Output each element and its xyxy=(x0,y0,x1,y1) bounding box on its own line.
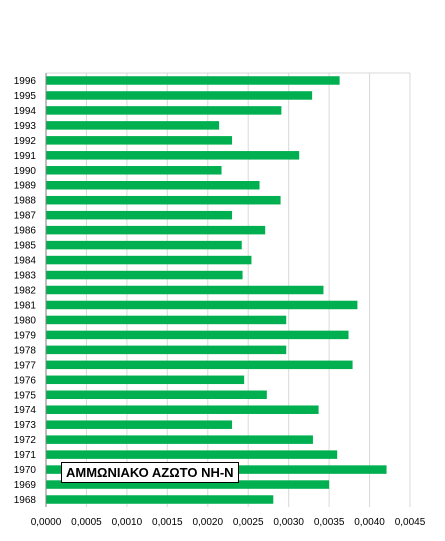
y-tick-label: 1987 xyxy=(14,211,37,222)
y-tick-label: 1969 xyxy=(14,480,37,491)
x-tick-label: 0,0015 xyxy=(152,517,183,528)
bar xyxy=(46,495,274,504)
bar xyxy=(46,420,233,429)
y-tick-label: 1982 xyxy=(14,286,37,297)
y-tick-label: 1972 xyxy=(14,435,37,446)
y-tick-label: 1991 xyxy=(14,151,37,162)
y-tick-label: 1975 xyxy=(14,390,37,401)
bar xyxy=(46,375,245,385)
y-tick-label: 1976 xyxy=(14,375,37,386)
y-tick-label: 1968 xyxy=(14,495,37,506)
legend-label: ΑΜΜΩΝΙΑΚΟ ΑΖΩΤΟ NH-N xyxy=(61,462,239,483)
y-tick-label: 1994 xyxy=(14,106,37,117)
x-tick-label: 0,0010 xyxy=(112,517,143,528)
y-tick-label: 1970 xyxy=(14,465,37,476)
bar xyxy=(46,390,267,400)
bar xyxy=(46,210,233,220)
bar xyxy=(46,76,340,85)
bar xyxy=(46,106,282,115)
bar xyxy=(46,480,330,489)
y-tick-label: 1983 xyxy=(14,271,37,282)
bar xyxy=(46,330,349,340)
bar xyxy=(46,91,313,100)
y-tick-label: 1973 xyxy=(14,420,37,431)
bar xyxy=(46,270,243,280)
y-tick-label: 1989 xyxy=(14,181,37,192)
bar xyxy=(46,166,222,175)
x-tick-label: 0,0030 xyxy=(273,517,304,528)
y-tick-label: 1971 xyxy=(14,450,37,461)
y-tick-label: 1979 xyxy=(14,330,37,341)
bar xyxy=(46,180,260,190)
x-tick-label: 0,0025 xyxy=(233,517,264,528)
bar xyxy=(46,195,281,205)
x-tick-label: 0,0000 xyxy=(31,517,62,528)
bar xyxy=(46,151,300,160)
x-tick-label: 0,0035 xyxy=(314,517,345,528)
x-tick-label: 0,0040 xyxy=(354,517,385,528)
x-tick-label: 0,0045 xyxy=(395,517,426,528)
bar xyxy=(46,300,358,310)
bar xyxy=(46,121,220,130)
y-tick-label: 1992 xyxy=(14,136,37,147)
bar xyxy=(46,360,353,370)
bar xyxy=(46,435,313,444)
x-tick-label: 0,0020 xyxy=(192,517,223,528)
y-tick-label: 1995 xyxy=(14,91,37,102)
bar xyxy=(46,345,287,355)
y-tick-label: 1996 xyxy=(14,76,37,87)
y-tick-label: 1986 xyxy=(14,226,37,237)
bar xyxy=(46,136,233,145)
bar xyxy=(46,285,324,295)
bar xyxy=(46,255,252,265)
bar xyxy=(46,405,319,414)
y-tick-label: 1990 xyxy=(14,166,37,177)
y-tick-label: 1974 xyxy=(14,405,37,416)
bar xyxy=(46,450,338,459)
bar xyxy=(46,240,242,250)
y-tick-label: 1985 xyxy=(14,241,37,252)
bar xyxy=(46,225,266,235)
y-tick-label: 1988 xyxy=(14,196,37,207)
y-tick-label: 1980 xyxy=(14,315,37,326)
bar xyxy=(46,315,287,325)
y-tick-label: 1993 xyxy=(14,121,37,132)
x-tick-label: 0,0005 xyxy=(71,517,102,528)
y-tick-label: 1978 xyxy=(14,345,37,356)
y-tick-label: 1984 xyxy=(14,256,37,267)
y-tick-label: 1977 xyxy=(14,360,37,371)
y-tick-label: 1981 xyxy=(14,300,37,311)
